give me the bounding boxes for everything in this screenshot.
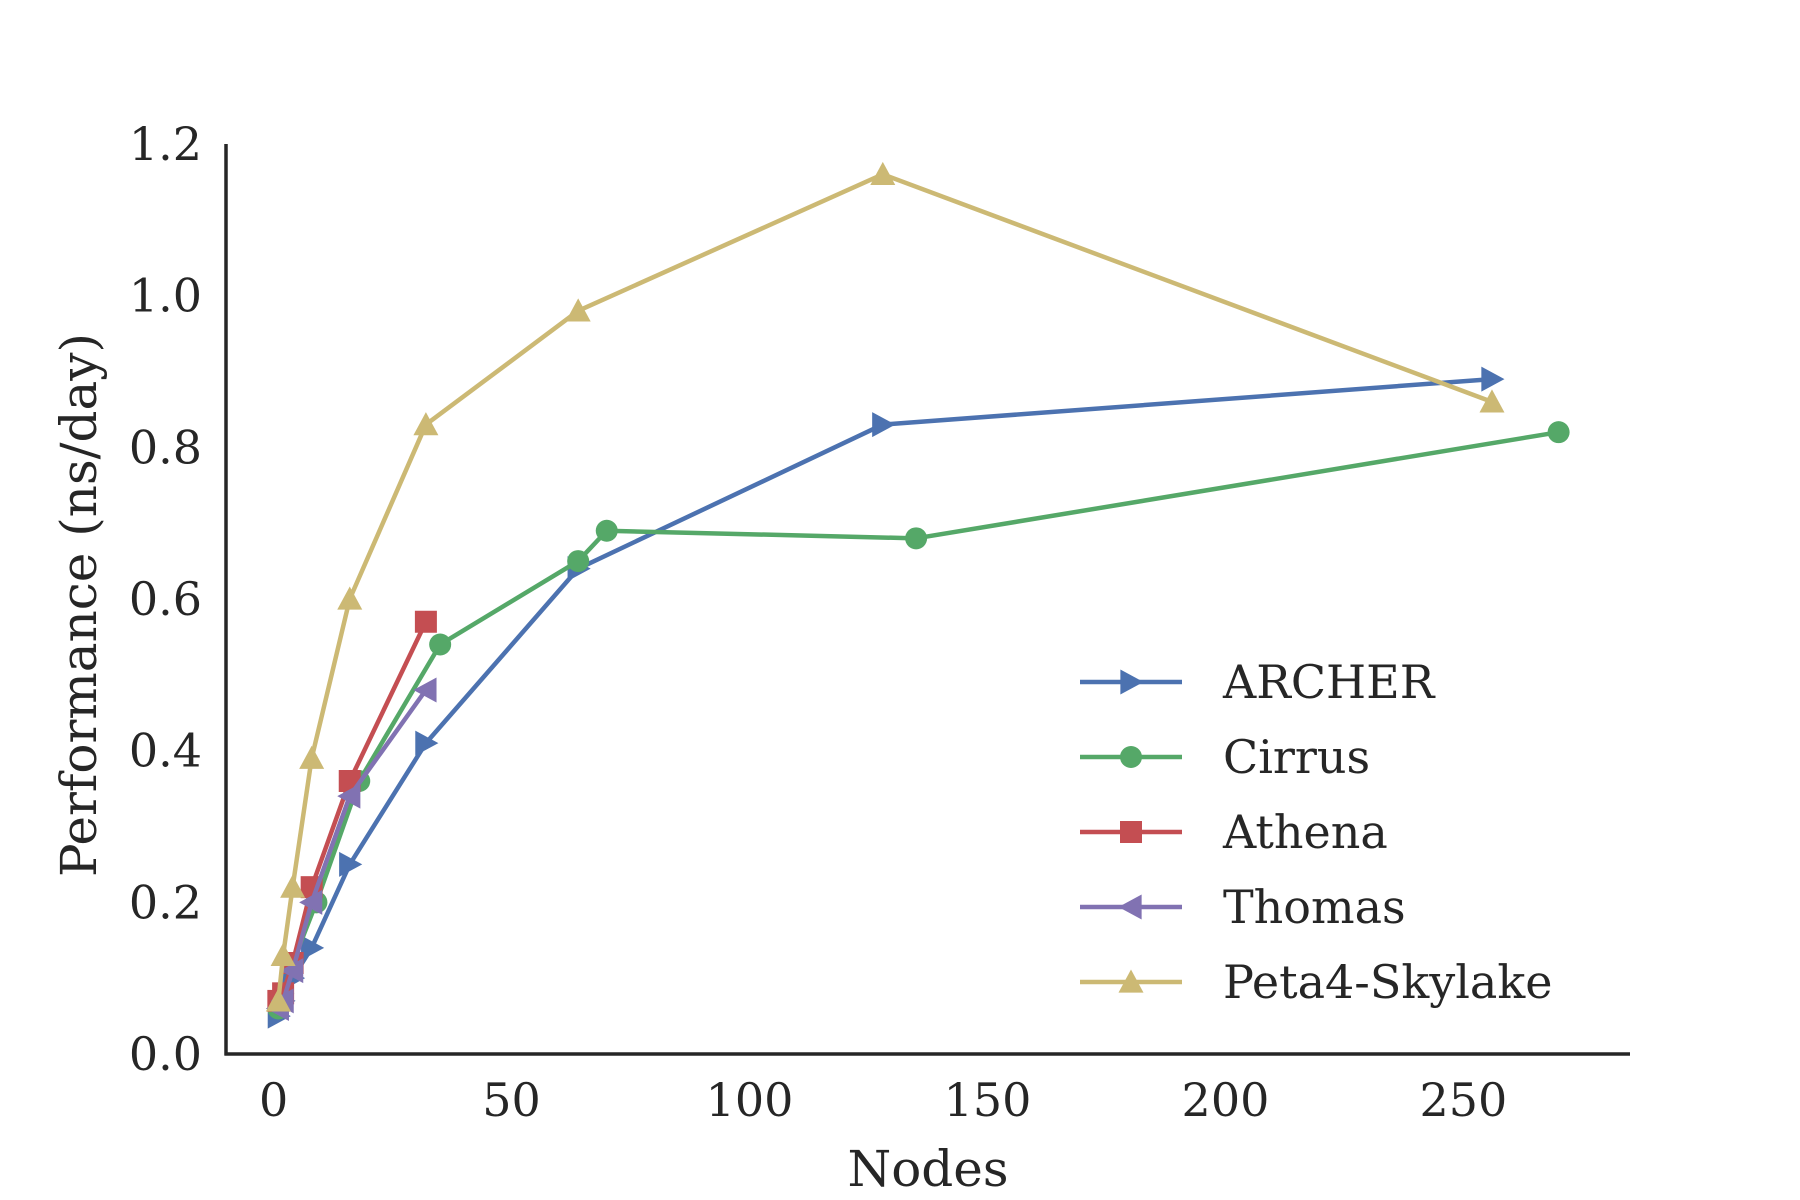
legend-label-peta4-skylake: Peta4-Skylake	[1223, 955, 1552, 1009]
data-point-archer	[415, 730, 439, 756]
data-point-thomas	[299, 889, 323, 915]
data-point-peta4-skylake	[565, 298, 591, 322]
legend-marker-peta4-skylake	[1118, 969, 1144, 993]
legend: ARCHER Cirrus Athena Thomas Peta4-Skylake	[1080, 655, 1552, 1009]
data-point-peta4-skylake	[413, 412, 439, 436]
data-point-athena	[414, 610, 437, 633]
data-point-peta4-skylake	[1479, 389, 1505, 413]
legend-label-athena: Athena	[1222, 805, 1388, 859]
y-tick-label: 1.0	[129, 269, 202, 323]
y-tick-label: 0.2	[129, 875, 202, 929]
data-point-thomas	[337, 783, 361, 809]
data-point-archer	[1481, 366, 1505, 392]
x-tick-label: 200	[1182, 1073, 1270, 1127]
x-tick-label: 250	[1420, 1073, 1508, 1127]
series-athena	[267, 610, 437, 1012]
legend-item-athena: Athena	[1080, 805, 1388, 859]
series-thomas	[265, 677, 437, 1021]
data-point-peta4-skylake	[270, 942, 296, 967]
legend-label-thomas: Thomas	[1223, 880, 1406, 934]
legend-marker-cirrus	[1120, 746, 1142, 768]
y-tick-label: 0.8	[129, 420, 202, 474]
legend-marker-athena	[1120, 821, 1142, 843]
data-point-thomas	[413, 677, 437, 703]
data-point-cirrus	[905, 527, 928, 550]
data-point-peta4-skylake	[280, 874, 306, 898]
data-point-cirrus	[567, 550, 590, 573]
data-point-peta4-skylake	[265, 988, 291, 1012]
legend-marker-thomas	[1118, 894, 1142, 920]
data-point-archer	[339, 851, 363, 877]
axes: 0 50 100 150 200 250 0.0 0.2 0.4 0.6 0.8 1.0 1.2	[129, 117, 1630, 1127]
data-point-archer	[872, 412, 896, 438]
data-point-peta4-skylake	[870, 161, 896, 185]
x-tick-label: 0	[259, 1073, 288, 1127]
series-peta4-skylake	[265, 161, 1505, 1012]
y-axis-title: Performance (ns/day)	[50, 333, 108, 877]
x-axis-title: Nodes	[847, 1140, 1008, 1198]
y-tick-label: 0.4	[129, 724, 202, 778]
data-point-thomas	[280, 958, 304, 984]
data-point-cirrus	[595, 519, 618, 542]
series-line-peta4-skylake	[276, 172, 1493, 1002]
legend-item-cirrus: Cirrus	[1080, 730, 1370, 784]
legend-label-archer: ARCHER	[1222, 655, 1436, 709]
data-point-cirrus	[429, 633, 452, 656]
y-tick-label: 0.0	[129, 1027, 202, 1081]
series-layer	[265, 161, 1570, 1029]
legend-item-archer: ARCHER	[1080, 655, 1436, 709]
x-tick-label: 100	[706, 1073, 794, 1127]
x-tick-label: 150	[944, 1073, 1032, 1127]
y-tick-label: 0.6	[129, 572, 202, 626]
data-point-peta4-skylake	[337, 586, 363, 610]
legend-label-cirrus: Cirrus	[1223, 730, 1370, 784]
legend-marker-archer	[1120, 669, 1144, 695]
legend-item-thomas: Thomas	[1080, 880, 1406, 934]
legend-item-peta4-skylake: Peta4-Skylake	[1080, 955, 1552, 1009]
x-tick-label: 50	[482, 1073, 541, 1127]
y-tick-label: 1.2	[129, 117, 202, 171]
data-point-archer	[301, 935, 325, 961]
data-point-peta4-skylake	[299, 745, 325, 769]
data-point-cirrus	[1547, 421, 1570, 444]
